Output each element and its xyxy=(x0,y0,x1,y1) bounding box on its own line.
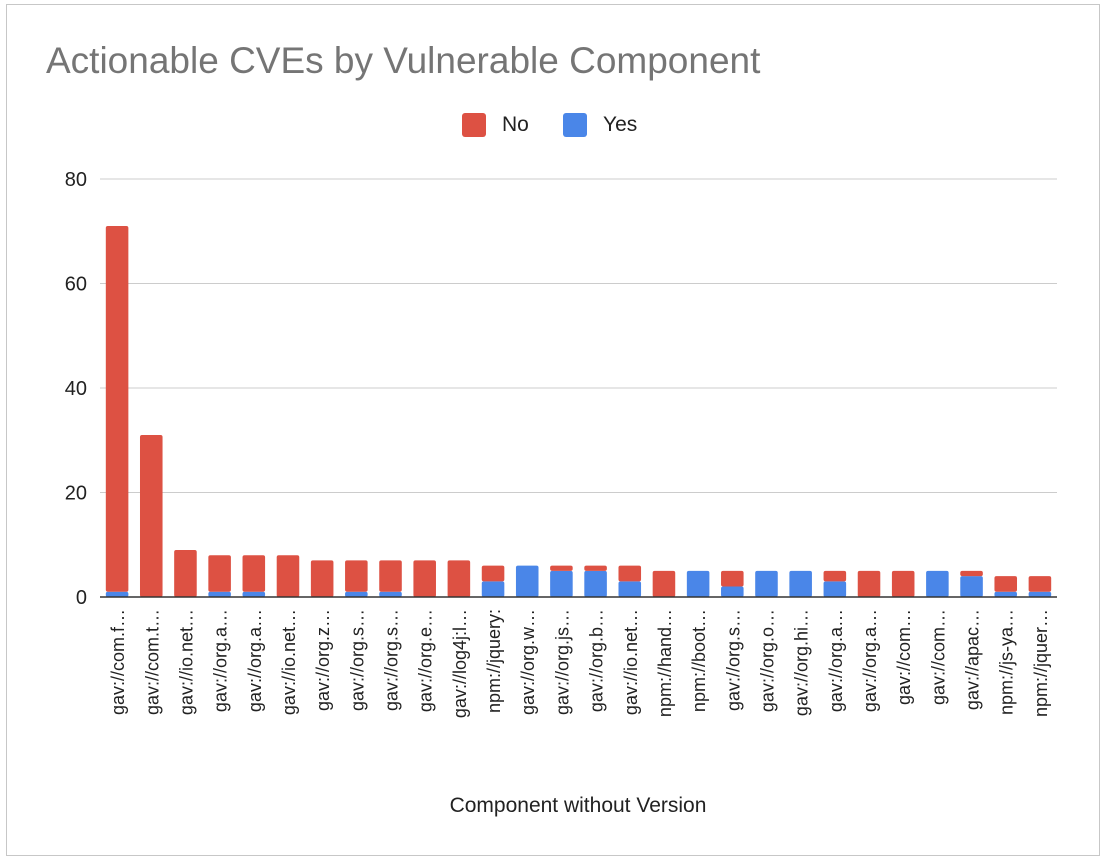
bar-yes xyxy=(1028,591,1052,597)
y-tick-label: 60 xyxy=(65,274,87,296)
x-tick-label: gav://org.a… xyxy=(245,609,265,712)
bar-yes xyxy=(686,570,710,597)
y-tick-label: 20 xyxy=(65,483,87,505)
x-tick-label: gav://org.a… xyxy=(826,609,846,712)
x-tick-label: gav://apac… xyxy=(963,609,983,710)
bar-yes xyxy=(584,570,607,597)
bar-no xyxy=(960,570,983,577)
x-tick-label: gav://io.net… xyxy=(279,609,299,715)
x-tick-label: gav://com… xyxy=(894,609,914,705)
x-tick-label: gav://org.b… xyxy=(587,609,607,712)
x-tick-label: gav://io.net… xyxy=(621,609,641,715)
x-tick-label: gav://com.t… xyxy=(142,609,162,715)
x-tick-label: gav://com.f… xyxy=(108,609,128,715)
bar-yes xyxy=(755,570,778,597)
bar-no xyxy=(242,555,266,592)
x-tick-label: gav://org.s… xyxy=(382,609,402,711)
x-tick-label: gav://org.hi… xyxy=(792,609,812,716)
legend-label-no: No xyxy=(502,113,529,136)
bar-no xyxy=(481,565,505,582)
bar-no xyxy=(447,560,471,597)
bar-no xyxy=(276,555,300,597)
x-axis-title: Component without Version xyxy=(450,794,707,817)
legend-swatch-no xyxy=(462,113,486,137)
bar-yes xyxy=(926,570,949,597)
x-tick-label: gav://log4j:l… xyxy=(450,609,470,718)
bar-yes xyxy=(789,570,812,597)
legend-item-no[interactable]: No xyxy=(462,112,529,138)
x-tick-label: npm://hand… xyxy=(655,609,675,717)
x-tick-label: gav://com… xyxy=(928,609,948,705)
bar-no xyxy=(823,570,847,582)
x-tick-label: gav://org.e… xyxy=(416,609,436,712)
legend-item-yes[interactable]: Yes xyxy=(563,112,637,138)
x-tick-label: gav://org.w… xyxy=(518,609,538,715)
bar-yes xyxy=(379,591,402,597)
bar-no xyxy=(721,570,744,587)
bar-yes xyxy=(550,570,573,597)
bar-no xyxy=(584,565,607,571)
bar-yes xyxy=(481,581,505,597)
x-tick-label: npm://jquer… xyxy=(1031,609,1051,717)
bar-yes xyxy=(823,581,847,597)
bar-no xyxy=(310,560,334,597)
bar-yes xyxy=(105,591,129,597)
bar-no xyxy=(379,560,402,592)
x-tick-label: gav://io.net… xyxy=(176,609,196,715)
bar-yes xyxy=(618,581,642,597)
bar-no xyxy=(550,565,573,571)
bar-yes xyxy=(721,586,744,597)
chart-card xyxy=(6,4,1100,856)
x-tick-label: npm://js-ya… xyxy=(997,609,1017,715)
x-tick-label: gav://org.a… xyxy=(860,609,880,712)
y-tick-label: 0 xyxy=(76,587,87,609)
y-tick-label: 40 xyxy=(65,378,87,400)
legend-swatch-yes xyxy=(563,113,587,137)
chart-title: Actionable CVEs by Vulnerable Component xyxy=(46,40,761,81)
bar-no xyxy=(105,226,129,592)
x-tick-label: gav://org.a… xyxy=(211,609,231,712)
bar-no xyxy=(208,555,231,592)
legend: No Yes xyxy=(0,112,1106,142)
x-tick-label: gav://org.s… xyxy=(347,609,367,711)
bar-yes xyxy=(242,591,266,597)
legend-label-yes: Yes xyxy=(603,113,638,136)
bar-no xyxy=(345,560,368,592)
x-tick-label: gav://org.o… xyxy=(757,609,777,712)
bar-no xyxy=(652,570,676,597)
bar-yes xyxy=(345,591,368,597)
bar-yes xyxy=(515,565,539,597)
bar-no xyxy=(139,435,163,597)
bar-no xyxy=(891,570,915,597)
bar-no xyxy=(174,549,197,597)
bar-no xyxy=(618,565,642,582)
x-tick-label: gav://org.js… xyxy=(552,609,572,715)
bar-yes xyxy=(994,591,1018,597)
bar-no xyxy=(994,576,1018,592)
x-tick-label: gav://org.s… xyxy=(723,609,743,711)
x-tick-label: npm://boot… xyxy=(689,609,709,712)
bar-no xyxy=(1028,576,1052,592)
bar-no xyxy=(857,570,881,597)
x-tick-label: npm://jquery: xyxy=(484,609,504,713)
y-tick-label: 80 xyxy=(65,169,87,191)
bar-no xyxy=(413,560,436,597)
bar-yes xyxy=(960,576,983,597)
bar-yes xyxy=(208,591,231,597)
x-tick-label: gav://org.z… xyxy=(313,609,333,711)
